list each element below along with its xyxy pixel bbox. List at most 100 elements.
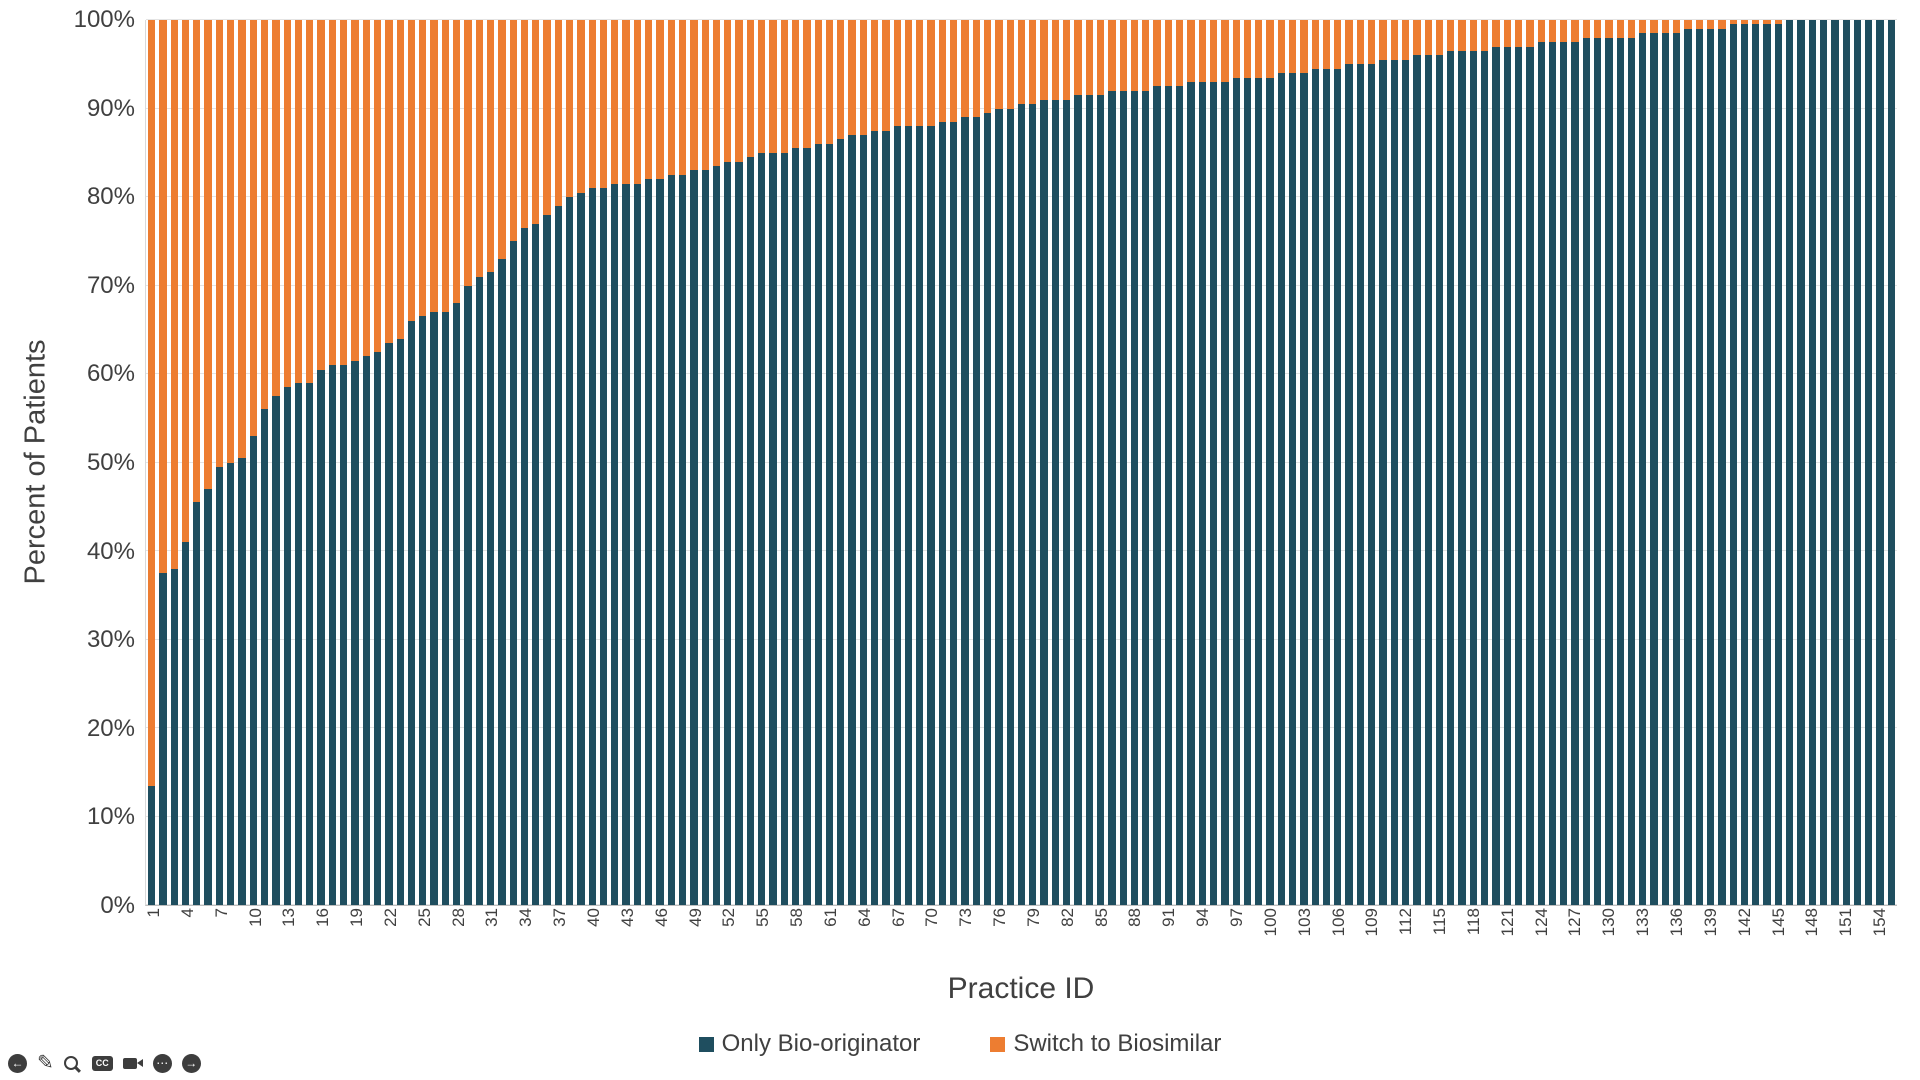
segment-switch-to-biosimilar (1153, 20, 1161, 87)
segment-switch-to-biosimilar (441, 20, 450, 313)
x-tick-label: 22 (380, 908, 400, 927)
segment-only-bio-originator (1063, 99, 1071, 905)
segment-switch-to-biosimilar (712, 20, 721, 167)
segment-only-bio-originator (667, 174, 675, 905)
segment-only-bio-originator (1481, 50, 1489, 905)
segment-switch-to-biosimilar (328, 20, 337, 366)
x-tick-label: 82 (1057, 908, 1077, 927)
x-tick-cell: 97 (1227, 908, 1246, 970)
segment-switch-to-biosimilar (1074, 20, 1082, 96)
bar-practice-27 (440, 20, 451, 905)
x-tick-cell (1482, 908, 1490, 970)
bar-practice-155 (1886, 20, 1897, 905)
segment-switch-to-biosimilar (306, 20, 314, 383)
more-options-icon[interactable]: ⋯ (152, 1053, 172, 1073)
segment-switch-to-biosimilar (656, 20, 664, 180)
segment-switch-to-biosimilar (1435, 20, 1444, 56)
back-icon[interactable]: ← (8, 1053, 27, 1073)
x-tick-cell: 82 (1057, 908, 1077, 970)
segment-only-bio-originator (1865, 20, 1873, 905)
bar-practice-136 (1671, 20, 1682, 905)
closed-captions-icon[interactable]: CC (91, 1055, 113, 1071)
bar-practice-17 (327, 20, 338, 905)
segment-only-bio-originator (1684, 28, 1692, 905)
legend-label: Switch to Biosimilar (1013, 1030, 1222, 1057)
x-tick-cell (1414, 908, 1422, 970)
bar-practice-68 (903, 20, 914, 905)
x-tick-cell: 136 (1666, 908, 1686, 970)
x-tick-label: 76 (990, 908, 1010, 927)
x-tick-cell: 76 (990, 908, 1010, 970)
bar-practice-38 (564, 20, 575, 905)
x-tick-label: 97 (1227, 908, 1246, 927)
forward-icon[interactable]: → (181, 1053, 201, 1073)
segment-only-bio-originator (1006, 108, 1014, 905)
x-tick-cell (1583, 908, 1591, 970)
segment-only-bio-originator (701, 170, 709, 905)
x-tick-cell (1651, 908, 1659, 970)
x-tick-cell: 124 (1532, 908, 1551, 970)
bar-practice-43 (620, 20, 631, 905)
segment-only-bio-originator (1616, 37, 1624, 905)
search-icon[interactable] (63, 1056, 78, 1070)
segment-switch-to-biosimilar (1040, 20, 1048, 100)
bar-practice-148 (1807, 20, 1818, 905)
bar-practice-141 (1728, 20, 1739, 905)
segment-only-bio-originator (690, 170, 698, 905)
segment-switch-to-biosimilar (927, 20, 935, 127)
x-tick-cell: 130 (1599, 908, 1618, 970)
y-tick-label: 80% (86, 183, 135, 211)
bar-practice-133 (1637, 20, 1648, 905)
segment-switch-to-biosimilar (1345, 20, 1353, 65)
segment-only-bio-originator (1130, 90, 1139, 905)
y-tick-label: 30% (86, 626, 135, 654)
bar-practice-63 (846, 20, 857, 905)
x-tick-label: 61 (820, 908, 840, 927)
bar-practice-51 (711, 20, 722, 905)
bar-practice-26 (428, 20, 439, 905)
segment-switch-to-biosimilar (588, 20, 596, 189)
segment-only-bio-originator (1729, 24, 1737, 905)
x-tick-cell (1685, 908, 1693, 970)
bar-practice-125 (1547, 20, 1558, 905)
segment-switch-to-biosimilar (882, 20, 890, 131)
segment-only-bio-originator (758, 152, 766, 905)
bar-practice-108 (1355, 20, 1366, 905)
bar-practice-20 (361, 20, 372, 905)
bar-practice-15 (304, 20, 315, 905)
segment-switch-to-biosimilar (1334, 20, 1342, 69)
x-tick-label: 118 (1463, 908, 1483, 936)
x-tick-cell: 109 (1362, 908, 1381, 970)
segment-only-bio-originator (1695, 28, 1703, 905)
viewer-toolbar: ← ✎ CC ⋯ → (8, 1050, 201, 1076)
y-axis-tick-labels: 0% 10% 20% 30% 40% 50% 60% 70% 80% 90% 100% (30, 6, 135, 919)
x-tick-cell (297, 908, 305, 970)
x-tick-cell: 58 (787, 908, 806, 970)
x-tick-label: 136 (1666, 908, 1686, 937)
segment-switch-to-biosimilar (1752, 20, 1760, 25)
bar-practice-85 (1095, 20, 1106, 905)
segment-switch-to-biosimilar (837, 20, 845, 140)
segment-switch-to-biosimilar (498, 20, 506, 259)
x-tick-label: 37 (550, 908, 570, 927)
x-tick-cell: 91 (1159, 908, 1178, 970)
x-tick-cell: 49 (686, 908, 705, 970)
bar-practice-34 (519, 20, 530, 905)
segment-only-bio-originator (1288, 73, 1297, 905)
edit-pen-icon[interactable]: ✎ (37, 1052, 54, 1074)
bar-practice-112 (1400, 20, 1411, 905)
segment-switch-to-biosimilar (294, 20, 303, 383)
x-tick-cell (771, 908, 779, 970)
bar-practice-93 (1185, 20, 1196, 905)
video-camera-icon[interactable] (122, 1057, 143, 1069)
x-tick-cell: 151 (1836, 908, 1855, 970)
segment-switch-to-biosimilar (995, 20, 1003, 109)
segment-only-bio-originator (159, 573, 167, 905)
x-tick-cell: 40 (584, 908, 603, 970)
bar-practice-103 (1298, 20, 1309, 905)
segment-only-bio-originator (1718, 28, 1726, 905)
segment-only-bio-originator (1322, 68, 1331, 905)
legend-label: Only Bio-originator (721, 1030, 921, 1057)
segment-only-bio-originator (1311, 68, 1319, 905)
segment-only-bio-originator (181, 542, 190, 905)
